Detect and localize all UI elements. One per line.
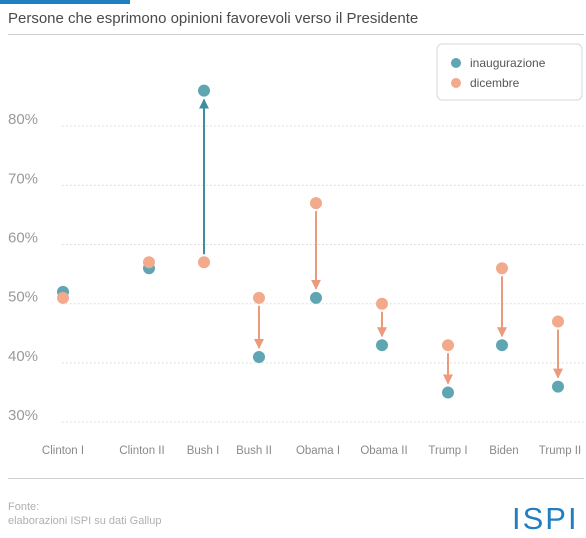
point-dicembre-8 <box>552 315 564 328</box>
subtitle-divider <box>8 34 584 35</box>
x-tick-3: Bush II <box>236 445 272 457</box>
footer: Fonte: elaborazioni ISPI su dati Gallup <box>8 500 161 528</box>
svg-text:ISPI: ISPI <box>512 503 579 533</box>
point-inaugurazione-6 <box>442 386 454 399</box>
point-inaugurazione-8 <box>552 380 564 393</box>
legend-box <box>436 43 583 101</box>
point-dicembre-7 <box>496 262 508 275</box>
legend-label-dicembre: dicembre <box>470 76 520 90</box>
x-axis-labels: Clinton I Clinton II Bush I Bush II Obama I O… <box>42 445 581 457</box>
point-inaugurazione-4 <box>310 291 322 304</box>
chart-subtitle: Persone che esprimono opinioni favorevol… <box>8 10 419 27</box>
ispi-logo: ISPI <box>512 503 579 533</box>
grid-layer <box>62 125 584 423</box>
point-inaugurazione-7 <box>496 339 508 352</box>
point-dicembre-2 <box>198 256 210 269</box>
source-label: Fonte: <box>8 501 40 513</box>
arrow-layer <box>199 98 563 385</box>
footer-divider <box>8 478 584 479</box>
x-tick-6: Trump I <box>428 445 467 457</box>
y-tick-80: 80% <box>8 111 38 128</box>
point-dicembre-5 <box>376 297 388 310</box>
y-tick-70: 70% <box>8 170 38 187</box>
legend-swatch-dicembre <box>451 78 461 88</box>
point-dicembre-4 <box>310 197 322 210</box>
point-inaugurazione-5 <box>376 339 388 352</box>
legend-label-inaugurazione: inaugurazione <box>470 56 546 70</box>
y-tick-50: 50% <box>8 289 38 306</box>
legend: inaugurazione dicembre <box>436 43 583 101</box>
x-tick-8: Trump II <box>539 445 581 457</box>
y-tick-40: 40% <box>8 348 38 365</box>
source-text: elaborazioni ISPI su dati Gallup <box>8 515 162 527</box>
y-tick-30: 30% <box>8 407 38 424</box>
y-tick-60: 60% <box>8 230 38 247</box>
x-tick-0: Clinton I <box>42 445 84 457</box>
point-dicembre-1 <box>143 256 155 269</box>
point-dicembre-6 <box>442 339 454 352</box>
title-accent-bar <box>0 0 130 4</box>
x-tick-7: Biden <box>489 445 518 457</box>
point-layer <box>57 84 564 399</box>
point-dicembre-3 <box>253 291 265 304</box>
legend-swatch-inaugurazione <box>451 58 461 68</box>
x-tick-4: Obama I <box>296 445 340 457</box>
point-dicembre-0 <box>57 291 69 304</box>
point-inaugurazione-2 <box>198 84 210 97</box>
y-axis-labels: 30% 40% 50% 60% 70% 80% <box>8 111 38 424</box>
header-strip <box>0 0 586 6</box>
x-tick-2: Bush I <box>187 445 220 457</box>
point-inaugurazione-3 <box>253 351 265 364</box>
x-tick-1: Clinton II <box>119 445 164 457</box>
x-tick-5: Obama II <box>360 445 407 457</box>
